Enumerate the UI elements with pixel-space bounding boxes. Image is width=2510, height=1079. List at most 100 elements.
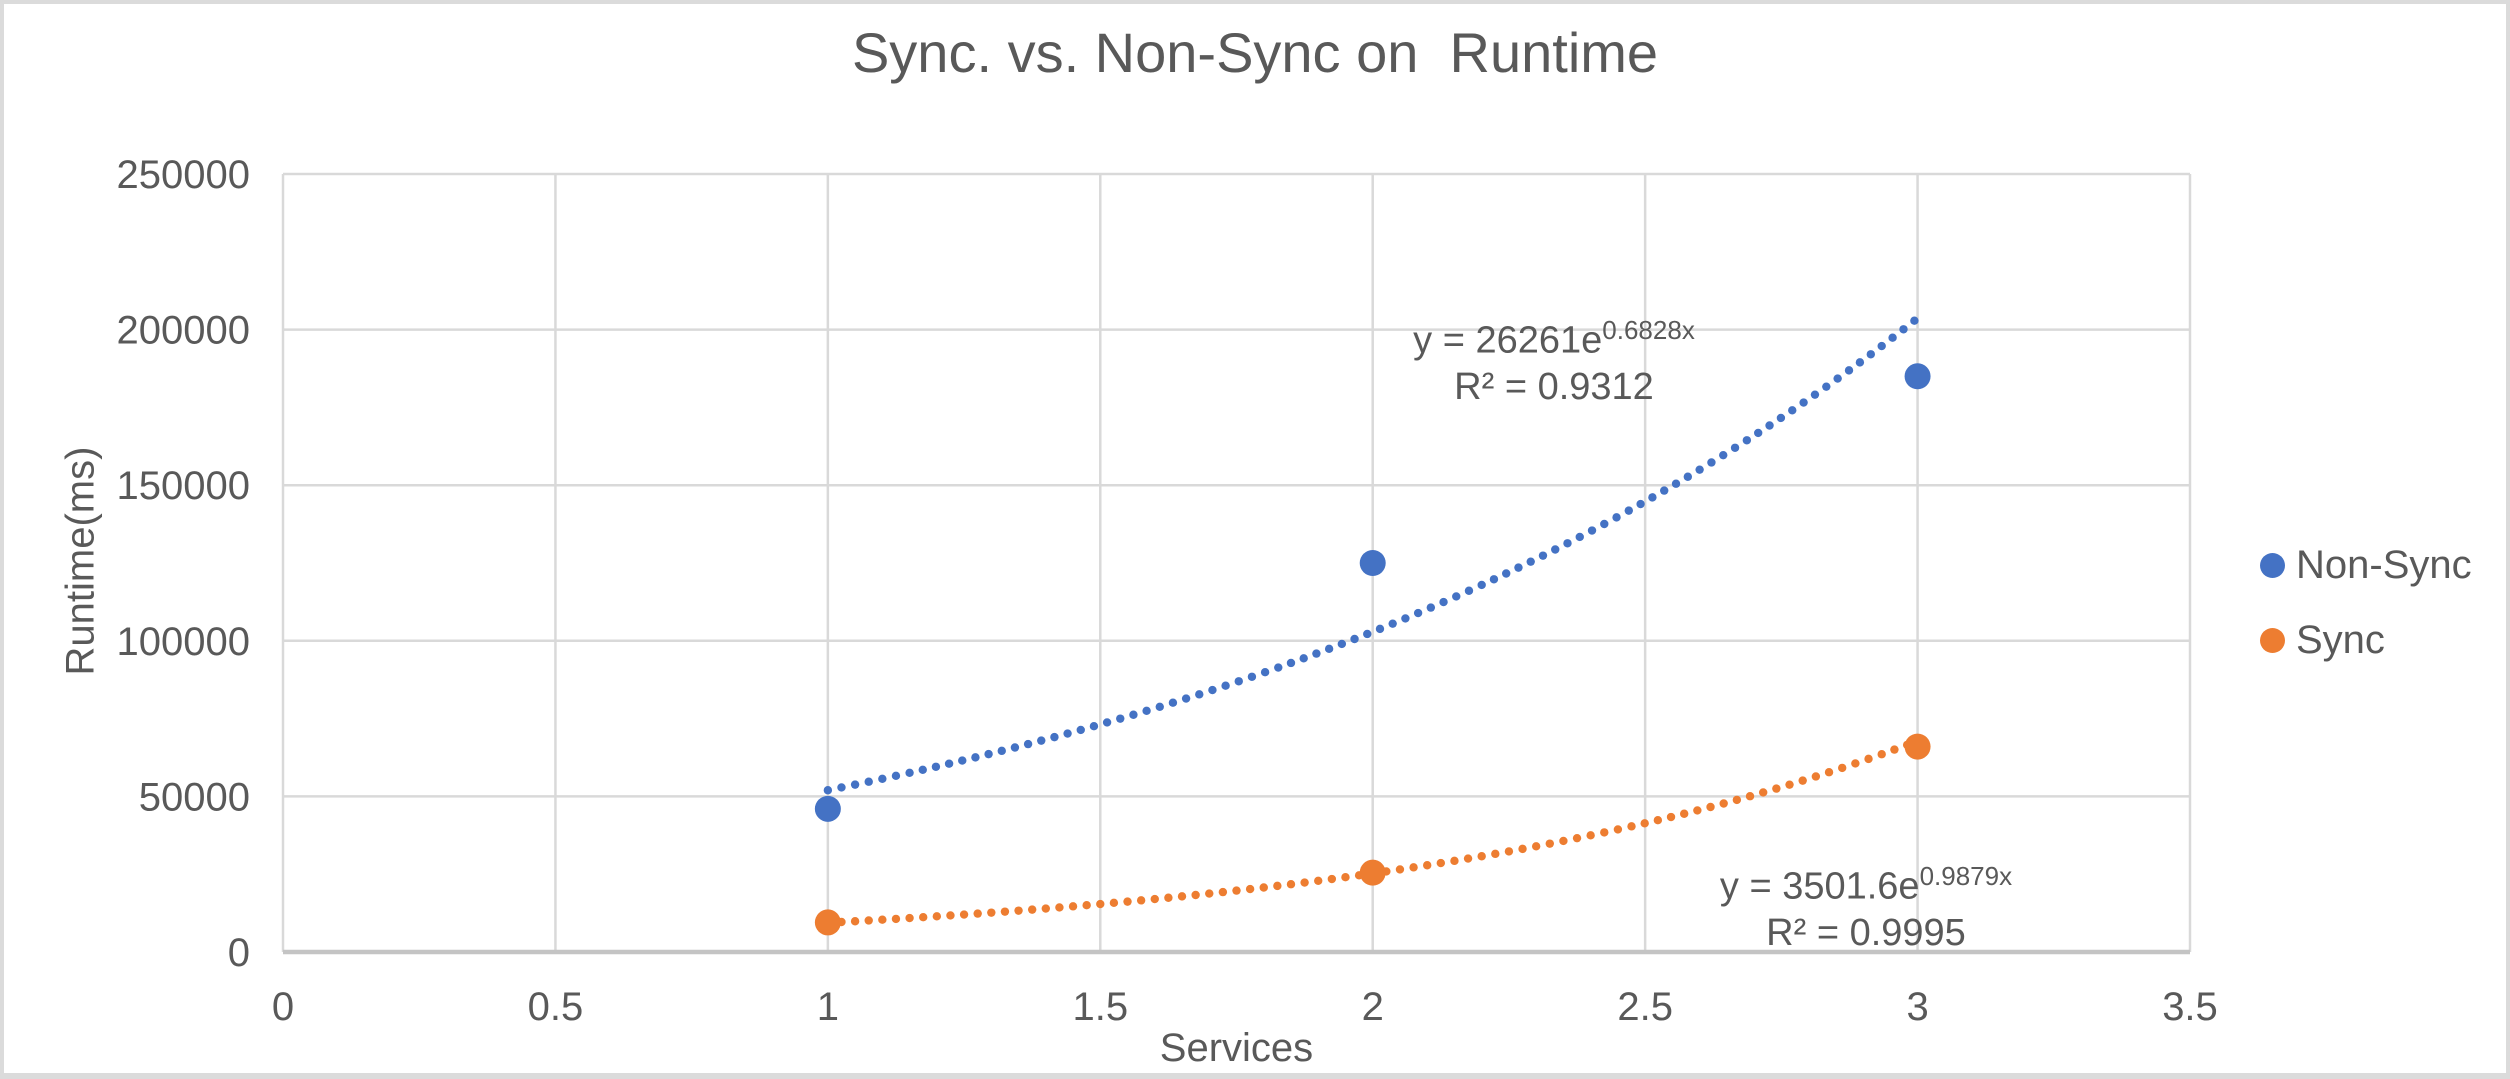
trendline-dot-non-sync xyxy=(1208,685,1217,695)
trendline-dot-non-sync xyxy=(1660,486,1669,495)
equation-line: y = 26261e0.6828x xyxy=(1413,307,1695,364)
trendline-dot-non-sync xyxy=(1551,545,1560,554)
y-axis-title: Runtime(ms) xyxy=(58,446,103,676)
trendline-dot-non-sync xyxy=(1168,698,1178,707)
trendline-dot-sync xyxy=(1327,874,1337,884)
trendline-dot-sync xyxy=(1693,806,1702,815)
trendline-dot-non-sync xyxy=(1707,458,1716,467)
trendline-dot-sync xyxy=(1423,861,1432,870)
trendline-dot-sync xyxy=(1450,856,1459,866)
trendline-dot-sync xyxy=(1504,847,1514,856)
trendline-dot-non-sync xyxy=(1452,592,1461,601)
trendline-dot-sync xyxy=(959,910,969,919)
trendline-dot-non-sync xyxy=(1247,672,1257,681)
x-tick-label: 3 xyxy=(1906,985,1928,1029)
trendline-dot-sync xyxy=(864,916,873,925)
trendline-dot-sync xyxy=(1864,754,1873,764)
trendline-dot-non-sync xyxy=(1799,398,1808,407)
x-tick-label: 1.5 xyxy=(1072,985,1128,1029)
trendline-dot-sync xyxy=(1477,852,1486,861)
trendline-dot-non-sync xyxy=(1822,382,1831,391)
trendline-dot-non-sync xyxy=(1350,634,1359,644)
trendline-dot-non-sync xyxy=(878,774,887,784)
trendline-dot-sync xyxy=(1732,795,1742,805)
trendline-dot-sync xyxy=(1027,905,1037,914)
trendline-dot-non-sync xyxy=(1888,333,1897,342)
trendline-dot-sync xyxy=(1798,776,1807,785)
trendline-dot-non-sync xyxy=(1563,539,1572,548)
legend-marker-sync-icon xyxy=(2260,627,2285,653)
trendline-dot-non-sync xyxy=(1612,513,1621,522)
trendline-dot-non-sync xyxy=(1765,421,1774,430)
trendline-dot-sync xyxy=(973,909,982,918)
trendline-dot-sync xyxy=(1109,898,1119,908)
trendline-dot-non-sync xyxy=(1844,366,1854,375)
trendline-dot-sync xyxy=(1136,896,1146,905)
x-tick-label: 0.5 xyxy=(528,985,584,1029)
plot-area: 0 50000 100000 150000 200000 250000 0 0.5 1 1.5 2 2… xyxy=(117,153,2218,1029)
data-point-non-sync xyxy=(814,795,841,822)
trendline-dot-non-sync xyxy=(1337,639,1347,649)
trendline-dot-sync xyxy=(1600,828,1609,837)
trendline-dot-sync xyxy=(1314,876,1323,885)
trendline-dot-non-sync xyxy=(1788,406,1797,415)
trendline-dot-non-sync xyxy=(1037,736,1046,745)
trendline-dot-non-sync xyxy=(1776,413,1786,423)
x-tick-label: 0 xyxy=(272,985,294,1029)
trendline-dot-non-sync xyxy=(1526,557,1535,566)
equation-text: y = 3501.6e xyxy=(1719,865,1920,908)
trendline-dot-sync xyxy=(1463,854,1473,863)
trendline-dot-sync xyxy=(932,912,942,921)
legend-label-sync: Sync xyxy=(2296,617,2385,662)
trendline-dot-non-sync xyxy=(1181,694,1191,703)
trendline-dot-sync xyxy=(1837,763,1847,773)
data-point-sync xyxy=(1904,733,1931,760)
x-tick-label: 1 xyxy=(817,985,839,1029)
trendline-dot-sync xyxy=(1890,745,1899,754)
data-point-sync xyxy=(1359,859,1386,886)
trendline-dot-non-sync xyxy=(1129,710,1138,719)
trendline-dot-non-sync xyxy=(1076,725,1085,735)
trendline-dot-sync xyxy=(987,908,996,917)
trendline-dot-non-sync xyxy=(1155,702,1164,711)
r-squared-label: R² = 0.9995 xyxy=(1766,911,1966,954)
trendline-dot-sync xyxy=(878,915,887,924)
data-point-sync xyxy=(814,909,841,936)
trendline-dot-sync xyxy=(1286,880,1296,889)
data-point-non-sync xyxy=(1904,363,1931,390)
trendline-dot-sync xyxy=(891,914,901,924)
trendline-dot-sync xyxy=(1627,822,1636,831)
trendline-dot-non-sync xyxy=(1754,428,1763,438)
trendline-dot-non-sync xyxy=(1089,722,1099,731)
trendline-dot-sync xyxy=(1123,897,1132,906)
trendline-dot-non-sync xyxy=(1010,743,1020,752)
trendline-dot-sync xyxy=(1409,863,1418,872)
trendline-dot-non-sync xyxy=(1833,374,1842,383)
trendline-dot-non-sync xyxy=(1671,479,1681,488)
equation-text: y = 26261e xyxy=(1413,319,1603,362)
trendline-dot-non-sync xyxy=(1877,341,1886,351)
trendline-dot-non-sync xyxy=(823,786,833,795)
trendline-dot-sync xyxy=(1245,884,1255,894)
trendline-dot-non-sync xyxy=(1587,526,1597,535)
trendline-dot-non-sync xyxy=(1636,499,1645,509)
trendline-dot-non-sync xyxy=(1514,563,1523,572)
trendline-dot-non-sync xyxy=(1324,644,1334,654)
trendline-dot-non-sync xyxy=(1234,677,1243,686)
trendline-dot-sync xyxy=(1395,865,1405,874)
data-point-non-sync xyxy=(1359,550,1386,576)
y-tick-label: 0 xyxy=(228,931,250,975)
trendline-equation-sync: y = 3501.6e0.9879x R² = 0.9995 xyxy=(1720,853,2012,956)
y-tick-label: 50000 xyxy=(139,775,250,819)
trendline-dot-non-sync xyxy=(944,759,954,768)
x-tick-label: 3.5 xyxy=(2162,985,2218,1029)
trendline-dot-non-sync xyxy=(1489,575,1499,584)
trendline-dot-non-sync xyxy=(1439,597,1448,607)
trendline-dot-sync xyxy=(946,911,955,920)
trendline-dot-non-sync xyxy=(1063,729,1072,738)
trendline-dot-non-sync xyxy=(1413,608,1423,618)
trendline-dot-sync xyxy=(1218,887,1228,897)
trendline-dot-sync xyxy=(1811,772,1821,781)
legend-item-sync: Sync xyxy=(2260,618,2385,662)
trendline-dot-sync xyxy=(905,913,914,923)
